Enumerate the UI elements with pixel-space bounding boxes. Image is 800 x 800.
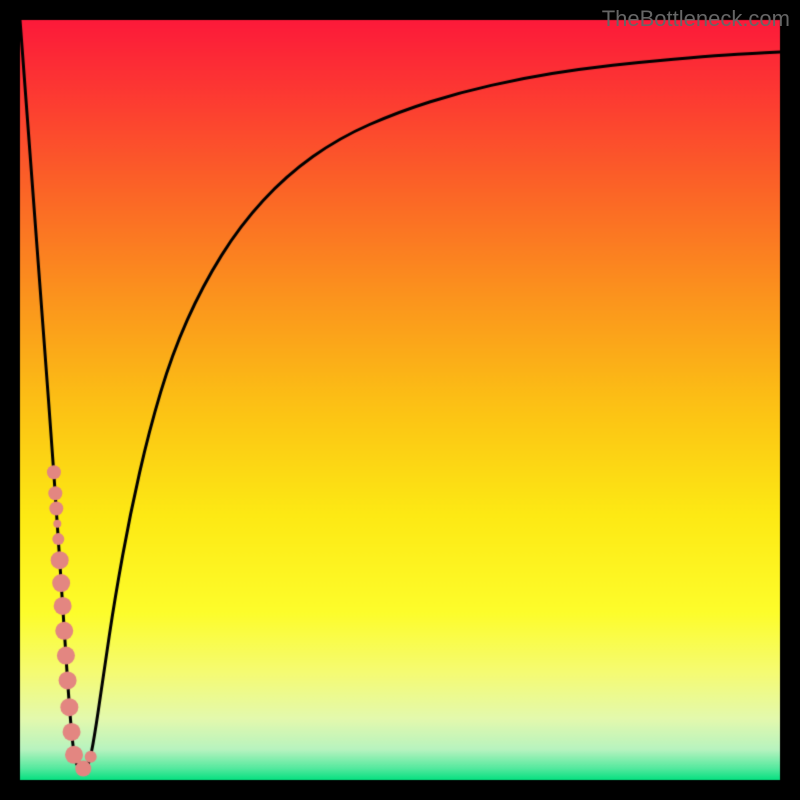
chart-stage: TheBottleneck.com <box>0 0 800 800</box>
bottleneck-chart-canvas <box>0 0 800 800</box>
watermark-label: TheBottleneck.com <box>602 6 790 32</box>
